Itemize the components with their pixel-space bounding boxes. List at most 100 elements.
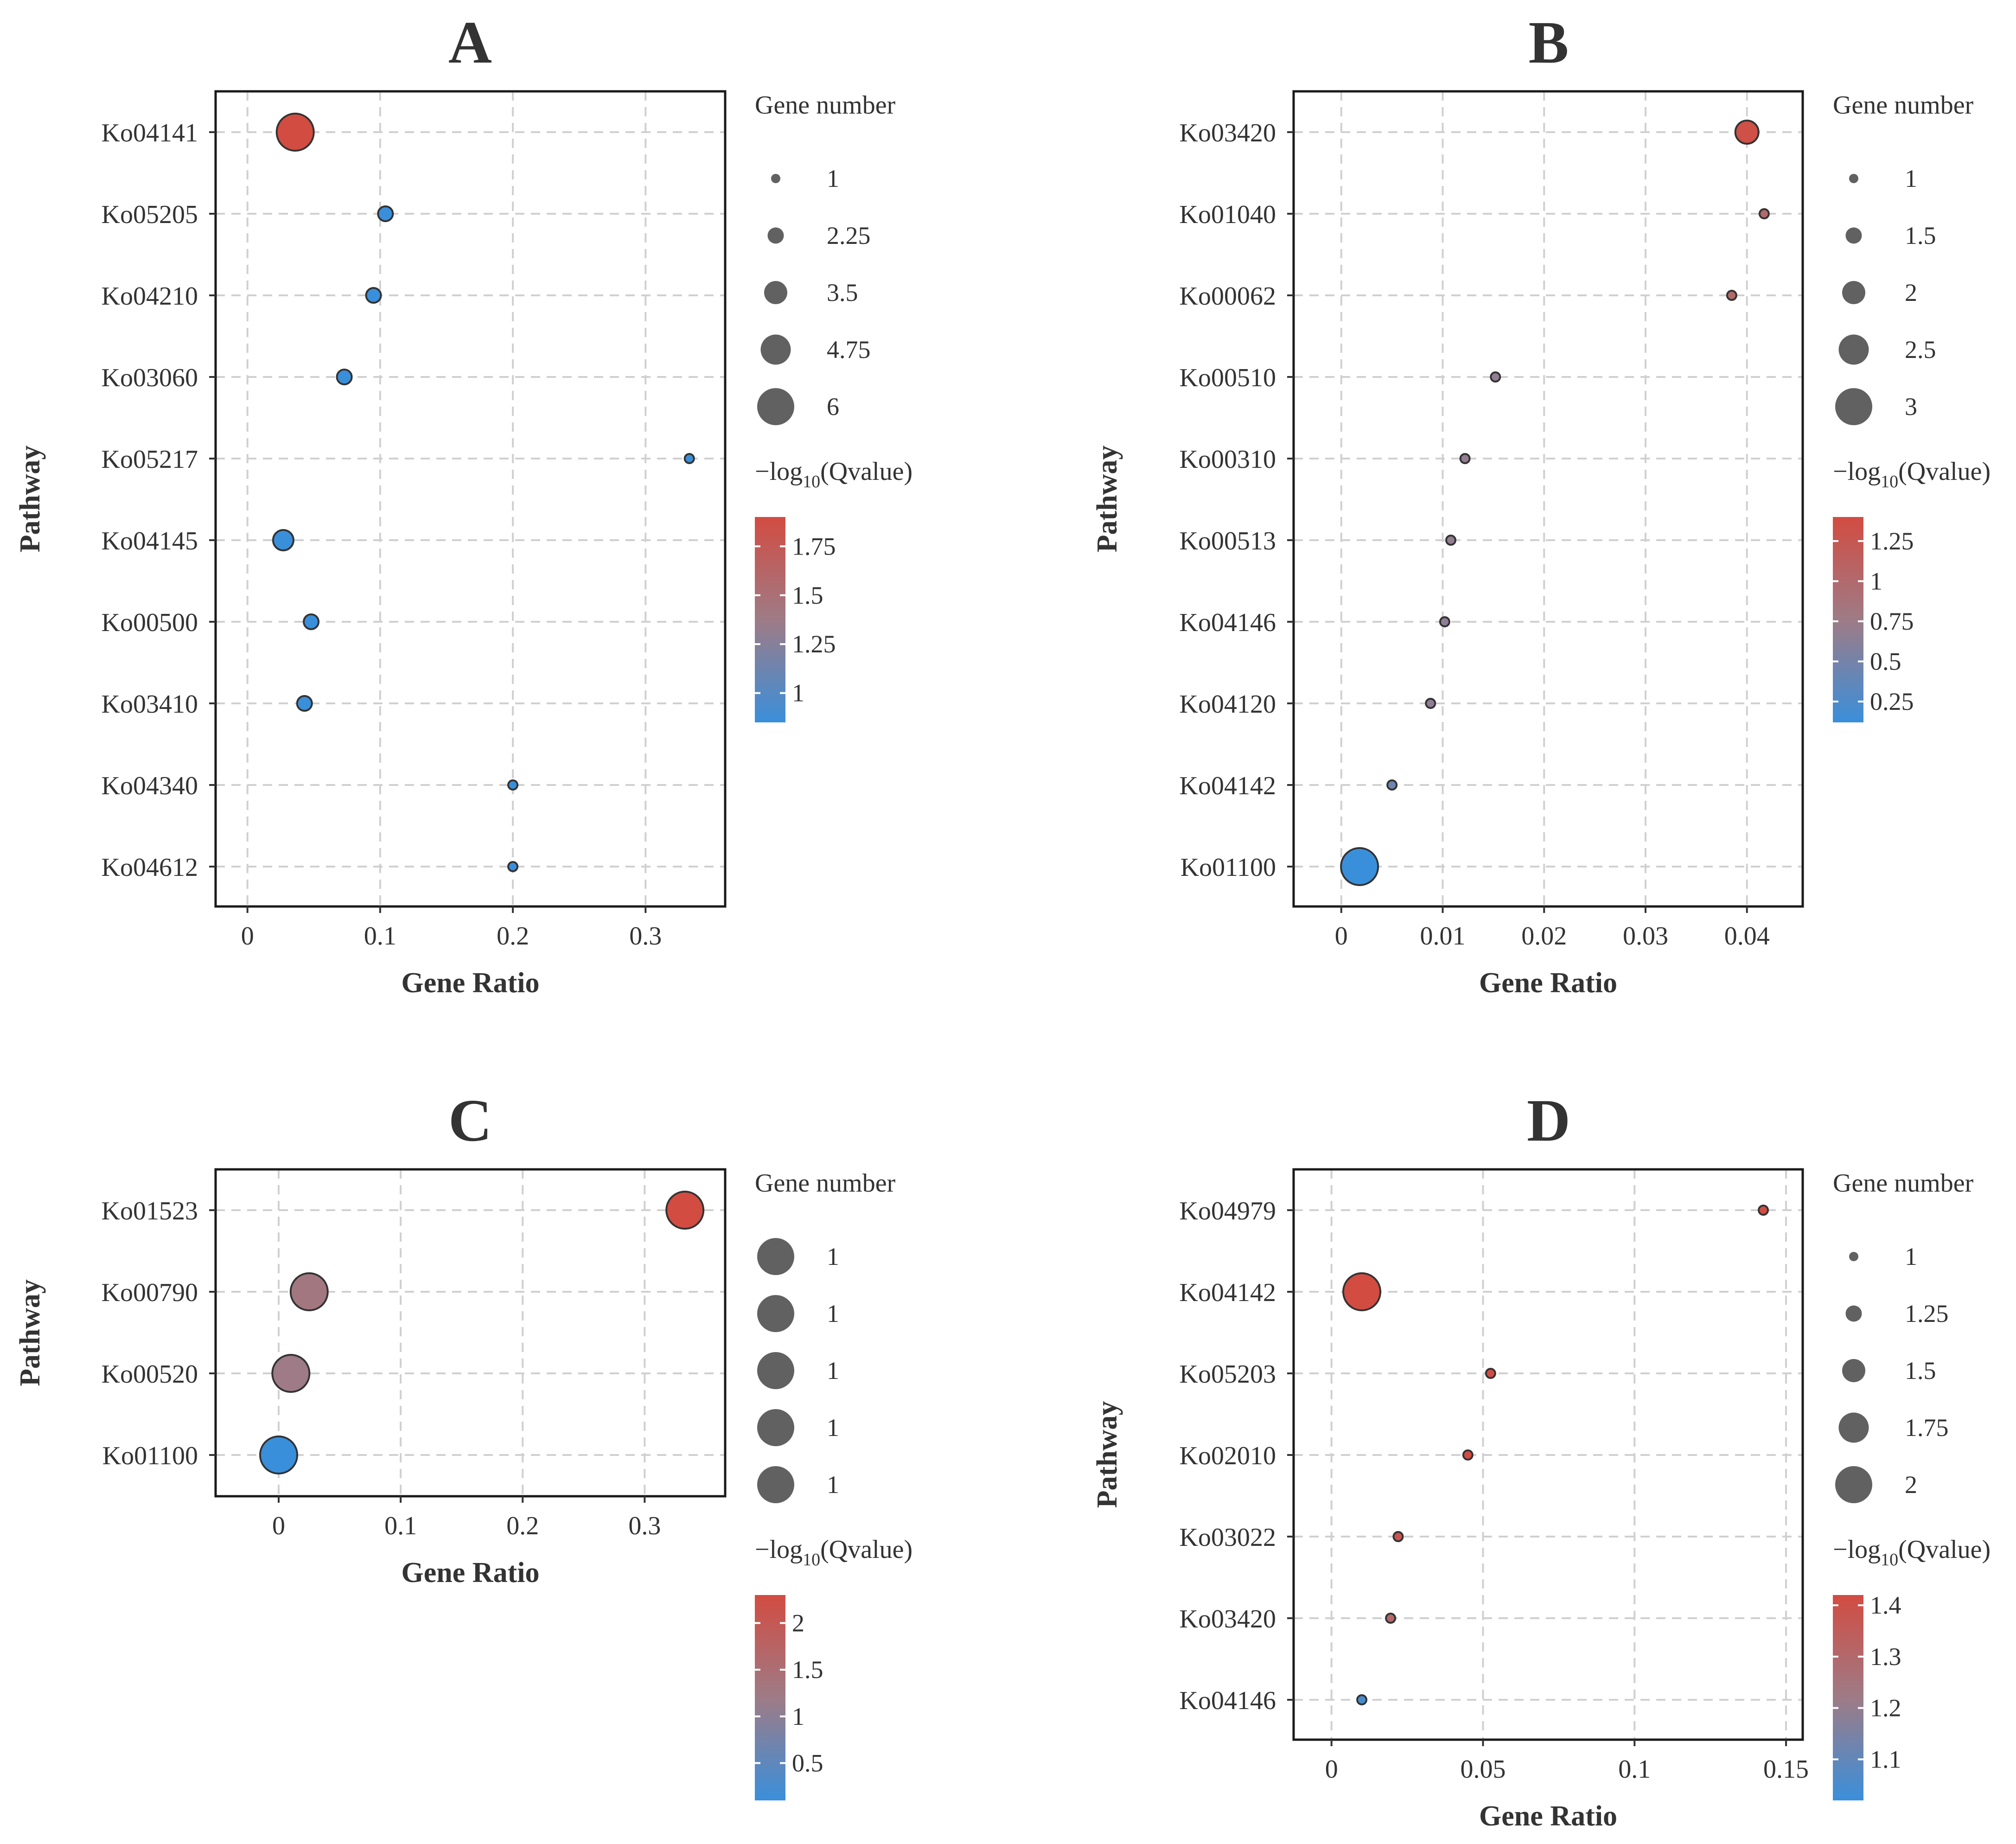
color-bar-label: 0.5 — [792, 1749, 823, 1777]
y-tick-label: Ko05205 — [102, 200, 198, 229]
y-axis-title: Pathway — [14, 1279, 46, 1386]
size-legend-label: 2 — [1905, 1471, 1917, 1499]
color-legend-title-suffix: (Qvalue) — [820, 1535, 912, 1564]
plot-frame — [214, 1168, 727, 1498]
panel-c: C 0 0.1 0.2 0.3 Ko01523 Ko00790 Ko00520 Ko01100 G… — [14, 1087, 912, 1800]
color-bar-label: 2 — [792, 1609, 804, 1637]
y-tick-label: Ko04340 — [102, 772, 198, 800]
y-tick-label: Ko04146 — [1180, 1686, 1276, 1715]
size-legend-label: 2.5 — [1905, 336, 1936, 364]
data-point-ko01100 — [1340, 847, 1379, 886]
data-point-ko00310 — [1459, 453, 1471, 464]
size-legend-dot — [757, 1466, 794, 1503]
color-bar-label: 1.5 — [792, 1656, 823, 1684]
size-legend-label: 4.75 — [827, 336, 871, 364]
x-tick-label: 0.03 — [1623, 922, 1668, 951]
color-legend-title-prefix: −log — [755, 457, 803, 486]
data-point-ko04340 — [507, 779, 519, 791]
y-tick-label: Ko00520 — [102, 1360, 198, 1389]
panel-d: D 0 0.05 0.1 0.15 Ko04979 Ko04142 Ko05203 Ko0201… — [1091, 1087, 1990, 1832]
y-tick-label: Ko00500 — [102, 608, 198, 637]
x-axis-title: Gene Ratio — [402, 967, 540, 999]
y-tick-label: Ko00062 — [1180, 282, 1276, 311]
color-bar-label: 1.25 — [1870, 527, 1914, 555]
size-legend-label: 2 — [1905, 279, 1917, 306]
y-tick-label: Ko00310 — [1180, 445, 1276, 474]
y-tick-label: Ko04145 — [102, 527, 198, 555]
x-axis-title: Gene Ratio — [1479, 1800, 1617, 1832]
panel-a: A 0 0.1 0.2 0.3 Ko04141 Ko05205 Ko04210 Ko03060 K… — [14, 9, 912, 999]
size-legend-dot — [1845, 227, 1862, 244]
color-legend-title-suffix: (Qvalue) — [1898, 1535, 1990, 1564]
color-legend-title-prefix: −log — [1833, 1535, 1881, 1564]
x-axis-title: Gene Ratio — [1479, 967, 1617, 999]
x-tick-label: 0.04 — [1724, 922, 1770, 951]
color-legend-title-subscript: 10 — [803, 1550, 820, 1570]
color-legend-title-suffix: (Qvalue) — [820, 457, 912, 486]
data-point-ko04120 — [1425, 698, 1436, 709]
size-legend-dot — [760, 334, 791, 365]
data-point-ko04146 — [1356, 1694, 1368, 1705]
y-tick-label: Ko01040 — [1180, 200, 1276, 229]
y-axis-title: Pathway — [14, 446, 46, 553]
color-bar-label: 0.25 — [1870, 688, 1914, 715]
x-tick-label: 0.1 — [1618, 1755, 1651, 1784]
color-bar-label: 0.5 — [1870, 647, 1901, 675]
x-tick-label: 0 — [272, 1512, 285, 1540]
y-tick-label: Ko00510 — [1180, 364, 1276, 392]
x-tick-label: 0.01 — [1420, 922, 1466, 951]
y-tick-label: Ko04612 — [102, 853, 198, 882]
color-legend-title-subscript: 10 — [1881, 1550, 1898, 1570]
x-tick-label: 0.3 — [629, 922, 662, 951]
y-tick-label: Ko01100 — [1180, 853, 1276, 882]
size-legend-label: 6 — [827, 393, 839, 421]
panel-letter: A — [448, 9, 492, 76]
size-legend-dot — [771, 174, 780, 183]
x-tick-label: 0.02 — [1521, 922, 1567, 951]
data-point-ko03420 — [1734, 120, 1760, 145]
size-legend-title: Gene number — [755, 1169, 896, 1198]
data-point-ko00790 — [289, 1272, 329, 1311]
x-tick-label: 0.1 — [364, 922, 396, 951]
size-legend-label: 1.75 — [1905, 1414, 1949, 1442]
panel-letter: D — [1527, 1087, 1570, 1154]
size-legend-dot — [757, 1352, 794, 1389]
color-bar — [1833, 1595, 1863, 1800]
y-tick-label: Ko04146 — [1180, 608, 1276, 637]
x-tick-label: 0 — [1325, 1755, 1338, 1784]
data-point-ko03410 — [296, 695, 313, 712]
size-legend-label: 1 — [827, 1243, 839, 1270]
data-point-ko00500 — [303, 613, 320, 630]
y-tick-label: Ko01523 — [102, 1197, 198, 1225]
data-point-ko00520 — [271, 1354, 311, 1393]
color-legend-title-suffix: (Qvalue) — [1898, 457, 1990, 486]
size-legend-label: 1 — [1905, 165, 1917, 192]
data-point-ko02010 — [1462, 1449, 1474, 1461]
color-bar-label: 1.5 — [792, 581, 823, 609]
x-axis-title: Gene Ratio — [402, 1557, 540, 1589]
color-bar — [755, 517, 785, 722]
y-tick-label: Ko03420 — [1180, 119, 1276, 147]
x-tick-label: 0.15 — [1763, 1755, 1809, 1784]
size-legend-dot — [757, 1238, 794, 1275]
y-tick-label: Ko04979 — [1180, 1197, 1276, 1225]
size-legend-dot — [1838, 1412, 1869, 1443]
x-tick-label: 0.3 — [628, 1512, 661, 1540]
data-point-ko05203 — [1485, 1368, 1496, 1379]
y-tick-label: Ko03022 — [1180, 1523, 1276, 1552]
color-bar-label: 1.1 — [1870, 1745, 1901, 1773]
size-legend-dot — [1842, 1359, 1865, 1382]
color-bar-label: 1 — [792, 679, 804, 707]
data-point-ko00062 — [1726, 290, 1737, 301]
y-tick-label: Ko03410 — [102, 690, 198, 719]
size-legend-label: 1 — [827, 1357, 839, 1385]
data-point-ko01040 — [1758, 208, 1770, 219]
size-legend-label: 1 — [827, 1471, 839, 1499]
data-point-ko04210 — [365, 287, 382, 304]
y-tick-label: Ko04142 — [1180, 1278, 1276, 1307]
size-legend-label: 2.25 — [827, 222, 871, 249]
color-legend-title-subscript: 10 — [1881, 472, 1898, 491]
data-point-ko04146 — [1439, 616, 1450, 627]
size-legend-label: 3 — [1905, 393, 1917, 421]
color-bar-label: 1.4 — [1870, 1591, 1901, 1619]
